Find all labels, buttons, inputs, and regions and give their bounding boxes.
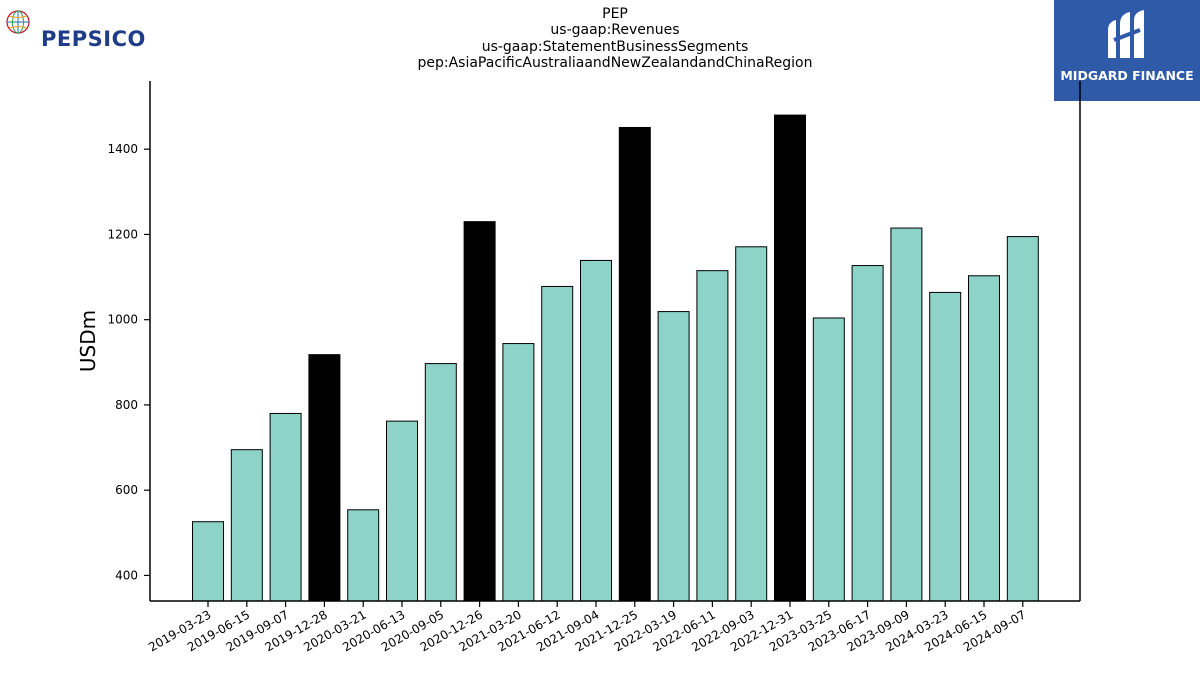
globe-icon [6, 10, 30, 34]
bar [812, 317, 845, 602]
bar [890, 227, 923, 602]
y-axis-label: USDm [76, 310, 100, 372]
bar [347, 509, 380, 602]
midgard-finance-logo: MIDGARD FINANCE [1054, 0, 1200, 101]
bar [424, 363, 457, 602]
chart-title: PEP us-gaap:Revenues us-gaap:StatementBu… [150, 6, 1080, 71]
bar [541, 285, 574, 602]
bar [774, 114, 806, 602]
y-tick-label: 1200 [107, 227, 138, 241]
bar [657, 311, 690, 602]
y-tick-label: 800 [115, 398, 138, 412]
bar [618, 126, 651, 602]
y-tick-label: 600 [115, 483, 138, 497]
title-ticker: PEP [602, 6, 628, 22]
y-tick-label: 400 [115, 568, 138, 582]
bar [230, 449, 263, 602]
title-member: pep:AsiaPacificAustraliaandNewZealandand… [417, 54, 813, 71]
bar [929, 291, 962, 602]
pepsico-logo: PEPSICO [4, 6, 164, 51]
bar [192, 521, 224, 602]
bar [269, 412, 302, 602]
bar [386, 420, 418, 602]
title-axis: us-gaap:StatementBusinessSegments [481, 38, 749, 55]
midgard-wordmark: MIDGARD FINANCE [1060, 68, 1194, 83]
midgard-emblem-icon [1108, 10, 1144, 58]
bar [735, 246, 768, 602]
bar [1006, 236, 1039, 602]
bar [463, 221, 496, 602]
bar [696, 270, 729, 602]
y-tick-label: 1000 [107, 313, 138, 327]
bar [580, 259, 612, 602]
title-concept: us-gaap:Revenues [550, 22, 680, 39]
bar [308, 354, 341, 602]
pepsico-wordmark: PEPSICO [41, 27, 146, 51]
bar [968, 275, 1000, 602]
y-tick-label: 1400 [107, 142, 138, 156]
bar [851, 265, 884, 602]
bar [502, 343, 535, 602]
